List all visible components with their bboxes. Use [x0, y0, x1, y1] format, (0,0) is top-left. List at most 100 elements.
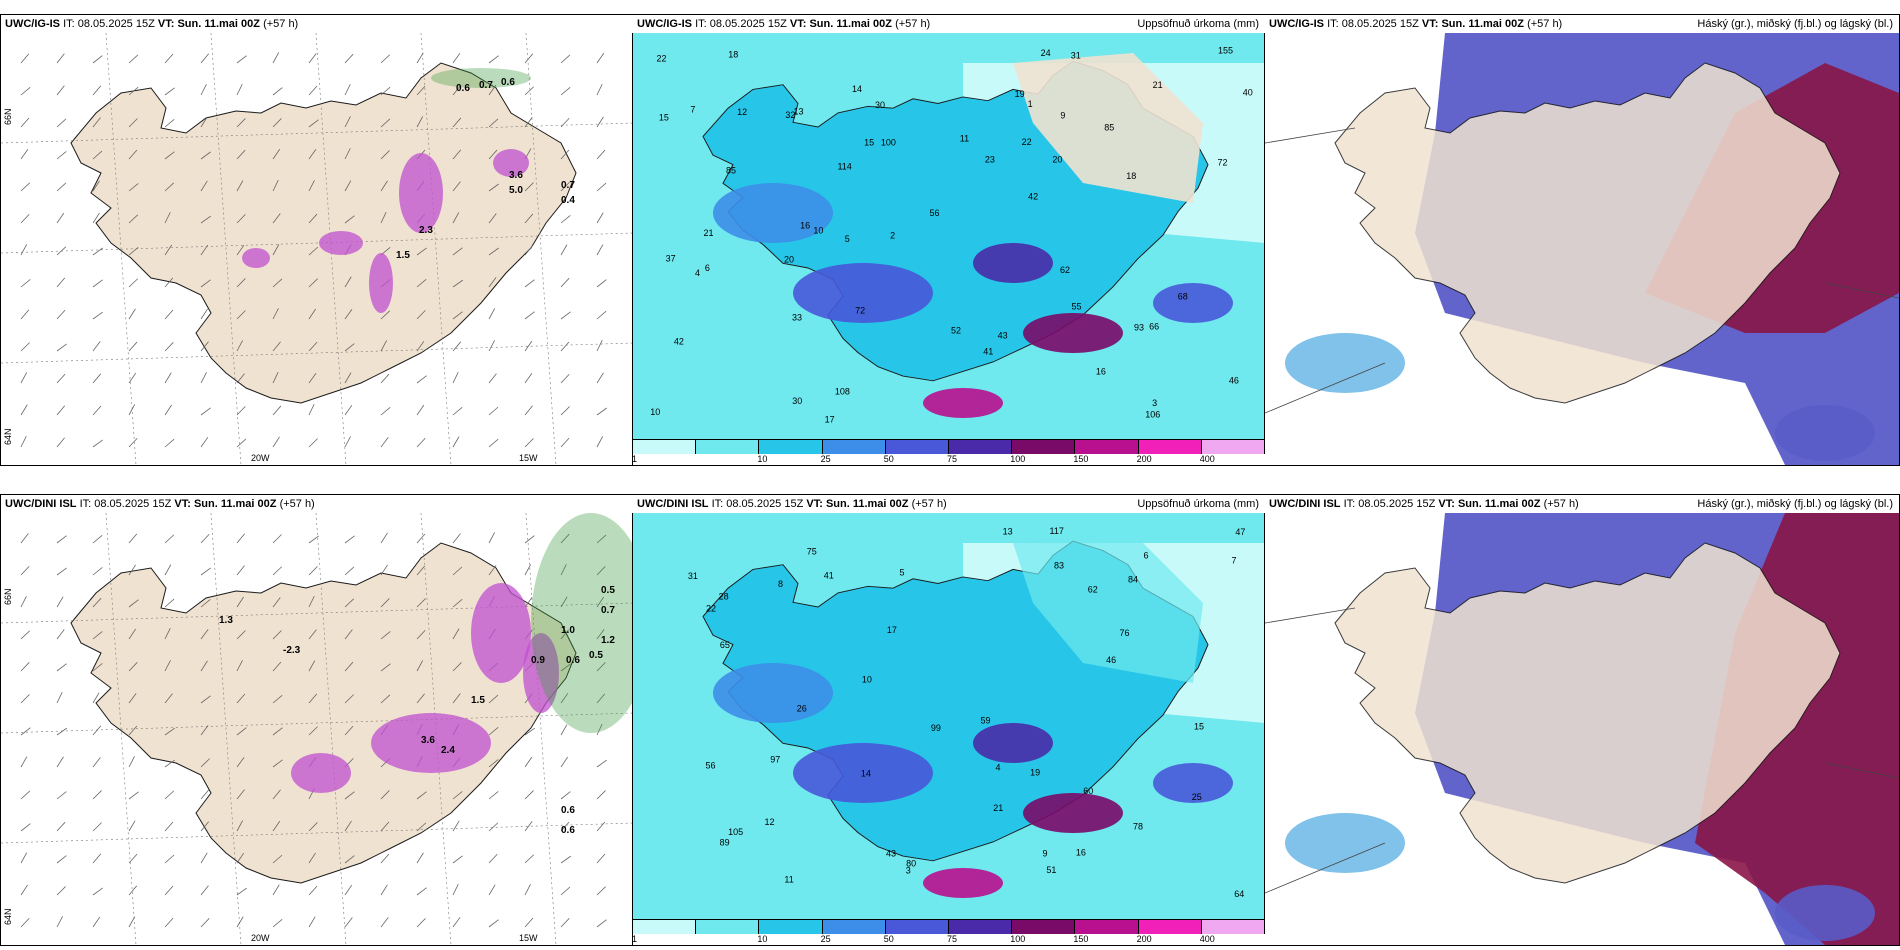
vt-label: VT:	[1421, 18, 1439, 30]
wind-barb	[308, 629, 317, 640]
map-wind-bottom: 1.3 -2.3 0.6 0.5 1.0 0.7 0.9 1.2 3.6 2.4 1.5 0.6 0.5…	[1, 513, 633, 945]
lon-label: 20W	[251, 453, 270, 463]
snow-area	[471, 583, 531, 683]
wind-barb	[92, 725, 102, 736]
wind-barb	[200, 695, 211, 704]
wind-barb	[236, 727, 247, 736]
wind-barb	[272, 371, 279, 384]
wind-barb	[596, 790, 606, 800]
precip-core	[793, 743, 933, 803]
wind-barb	[380, 663, 391, 672]
wind-barb	[344, 180, 352, 192]
precip-core	[713, 663, 833, 723]
graticule-line	[210, 513, 242, 945]
wind-barb	[416, 52, 424, 64]
wind-barb	[524, 245, 533, 256]
wind-barb	[380, 310, 391, 320]
wind-barb	[20, 533, 29, 544]
wind-barb	[596, 182, 607, 192]
wind-value-label: 0.6	[456, 83, 470, 94]
precip-value-label: 6	[1144, 550, 1149, 560]
wind-barb	[164, 212, 171, 224]
wind-barb	[380, 884, 388, 896]
wind-barb	[308, 53, 317, 64]
wind-value-label: 0.6	[561, 825, 575, 836]
wind-barb	[308, 119, 319, 128]
colorbar-label: 200	[1136, 454, 1152, 464]
wind-barb	[596, 534, 607, 544]
precip-core	[793, 263, 933, 323]
wind-barb	[200, 789, 210, 800]
colorbar-label: 100	[1010, 454, 1026, 464]
colorbar-label: 200	[1136, 934, 1152, 944]
wind-barb	[416, 918, 426, 928]
precip-value-label: 28	[719, 591, 729, 601]
wind-barb	[488, 247, 499, 256]
wind-barb	[128, 885, 138, 896]
wind-barb	[272, 820, 281, 832]
wind-barb	[164, 598, 175, 608]
colorbar-segment	[759, 920, 823, 934]
wind-barb	[488, 438, 499, 448]
precip-value-label: 78	[1133, 822, 1143, 832]
precip-value-label: 114	[837, 161, 851, 171]
wind-barb	[20, 436, 27, 448]
wind-barb	[308, 693, 318, 704]
graticule-line	[315, 513, 347, 945]
precip-value-label: 14	[861, 769, 871, 779]
precip-value-label: 68	[1178, 291, 1188, 301]
init-time: 08.05.2025 15Z	[726, 498, 804, 510]
colorbar-segment	[949, 920, 1013, 934]
wind-barb	[524, 597, 533, 608]
precip-value-label: 56	[930, 208, 940, 218]
wind-barb	[20, 756, 28, 768]
wind-barb	[560, 182, 570, 192]
precip-value-label: 11	[784, 875, 793, 885]
lon-label: 15W	[519, 453, 538, 463]
valid-time: Sun. 11.mai 00Z	[193, 498, 277, 510]
graticule-line	[420, 33, 452, 465]
snow-area	[523, 633, 559, 713]
wind-barb	[128, 149, 138, 160]
wind-barb	[488, 373, 497, 384]
precip-value-label: 17	[825, 414, 835, 424]
wind-barb	[308, 278, 318, 288]
wind-barb	[128, 341, 138, 352]
colorbar-label: 25	[820, 934, 831, 944]
precip-core	[1023, 313, 1123, 353]
graticule-line	[525, 33, 557, 465]
lat-label: 64N	[3, 428, 13, 445]
low-cloud-area	[1285, 813, 1405, 873]
wind-barb	[416, 310, 426, 320]
precip-value-label: 20	[1052, 154, 1062, 164]
wind-barb	[596, 821, 606, 832]
precip-value-label: 13	[794, 107, 804, 117]
model-name: UWC/DINI ISL	[637, 498, 709, 510]
wind-barb	[128, 372, 137, 384]
precip-value-label: 22	[706, 604, 716, 614]
colorbar-label: 1	[632, 454, 638, 464]
wind-barb	[272, 308, 279, 320]
wind-barb	[488, 919, 499, 928]
wind-barb	[560, 406, 570, 416]
wind-barb	[560, 341, 570, 352]
iceland-landmass	[70, 542, 577, 884]
precip-value-label: 42	[1028, 192, 1038, 202]
wind-barb	[560, 311, 571, 320]
precip-value-label: 15	[864, 138, 874, 148]
wind-barb	[92, 373, 102, 384]
wind-barb	[164, 87, 175, 96]
precip-value-label: 23	[985, 154, 995, 164]
wind-barb	[380, 437, 389, 448]
wind-barb	[56, 343, 67, 352]
panel-title: Uppsöfnuð úrkoma (mm)	[1137, 498, 1259, 510]
wind-barb	[272, 854, 283, 864]
wind-barb	[92, 853, 102, 864]
precip-value-label: 3	[1152, 398, 1157, 408]
wind-barb	[56, 373, 66, 384]
wind-barb	[344, 404, 353, 416]
wind-barb	[128, 916, 136, 928]
precip-value-label: 21	[993, 803, 1003, 813]
precip-value-label: 56	[706, 761, 716, 771]
wind-barb	[164, 119, 175, 128]
